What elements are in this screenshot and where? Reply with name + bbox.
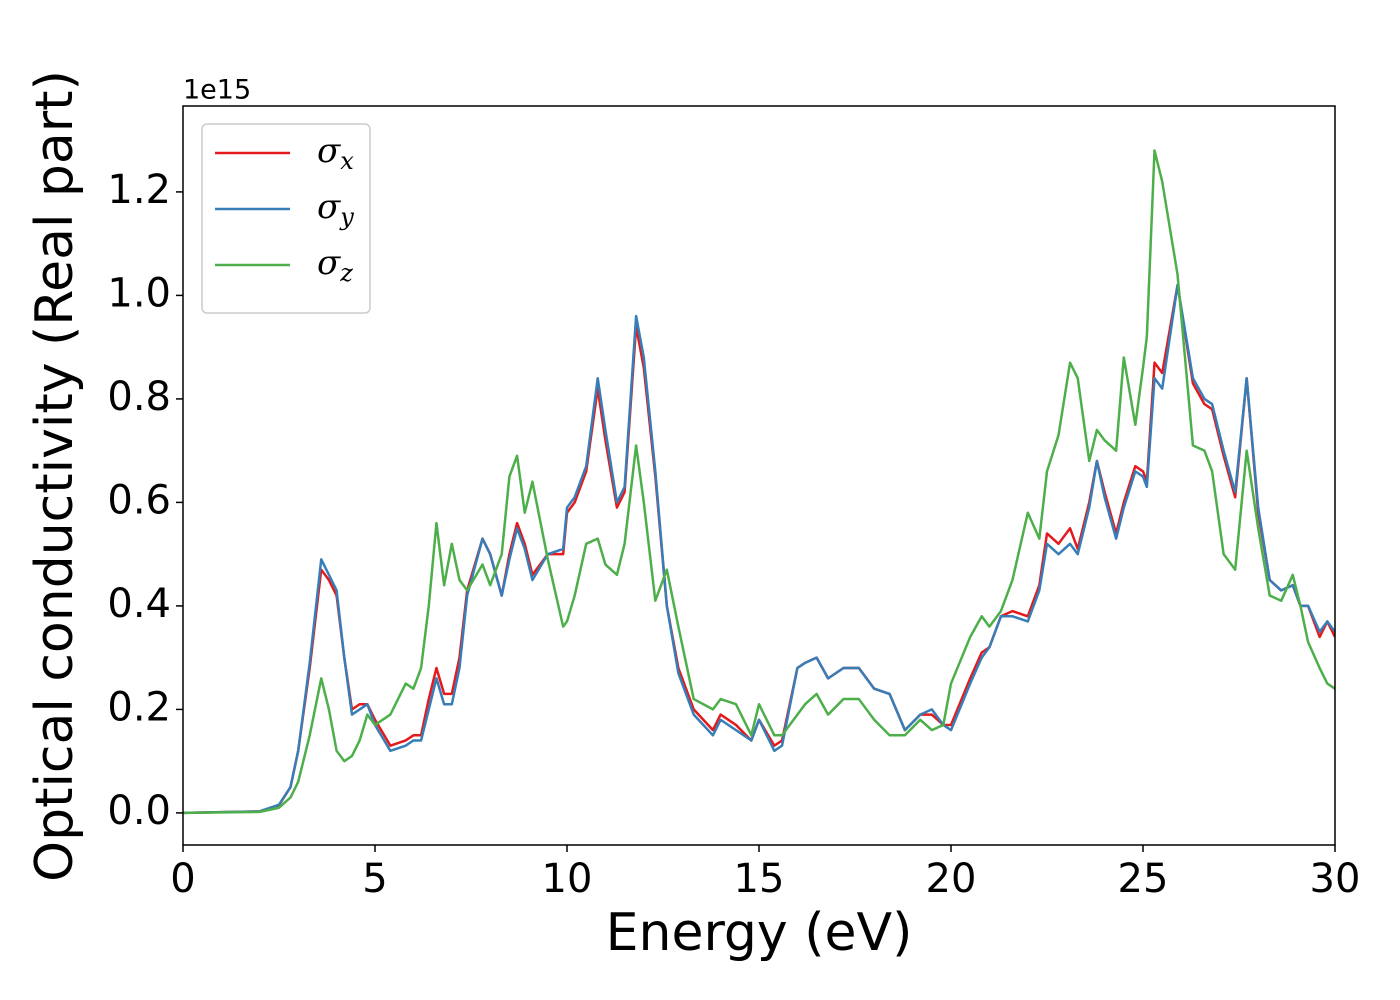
y-tick-label: 0.8 [107, 374, 171, 420]
plot-frame [182, 105, 1336, 846]
x-axis-label: Energy (eV) [606, 903, 913, 963]
x-tick-label: 5 [362, 856, 387, 902]
series-line [183, 283, 1335, 815]
y-tick-label: 0.2 [107, 684, 171, 730]
series-line [183, 149, 1335, 815]
y-offset-label: 1e15 [183, 75, 251, 106]
x-tick-label: 0 [170, 856, 195, 902]
x-tick-label: 10 [542, 856, 593, 902]
y-tick-label: 1.0 [107, 270, 171, 316]
x-tick-label: 20 [926, 856, 977, 902]
y-axis-label: Optical conductivity (Real part) [25, 70, 85, 882]
y-tick-label: 0.0 [107, 788, 171, 834]
x-tick-label: 25 [1118, 856, 1169, 902]
y-tick-label: 0.4 [107, 581, 171, 627]
y-tick-label: 1.2 [107, 167, 171, 213]
y-tick-label: 0.6 [107, 477, 171, 523]
x-tick-label: 30 [1310, 856, 1361, 902]
x-tick-label: 15 [734, 856, 785, 902]
